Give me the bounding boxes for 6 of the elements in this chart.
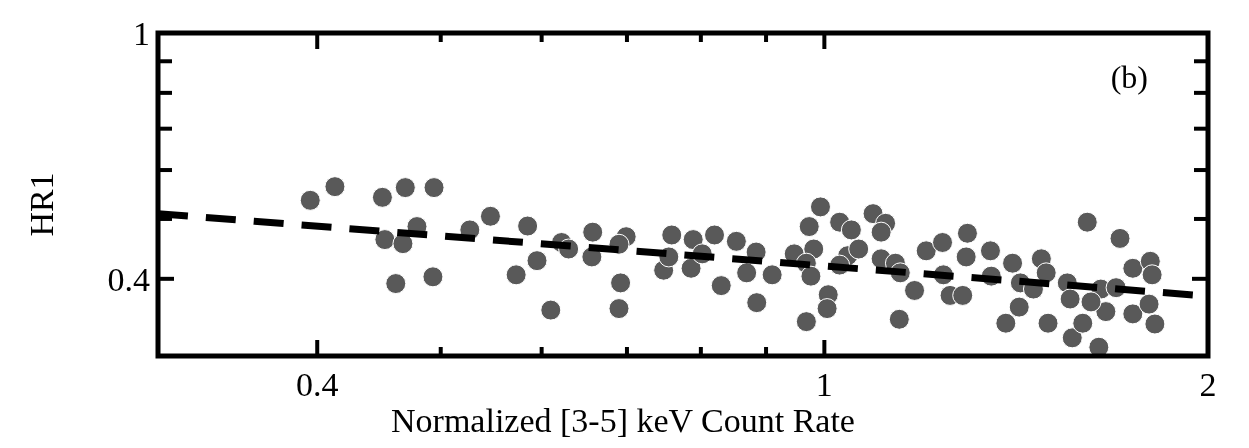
x-tick-label: 0.4	[295, 366, 339, 403]
x-tick-label: 1	[815, 366, 833, 403]
annotation: (b)	[1110, 59, 1148, 95]
y-axis-title: HR1	[23, 172, 60, 237]
x-tick-label: 2	[1199, 366, 1217, 403]
x-axis-title: Normalized [3-5] keV Count Rate	[391, 402, 855, 439]
